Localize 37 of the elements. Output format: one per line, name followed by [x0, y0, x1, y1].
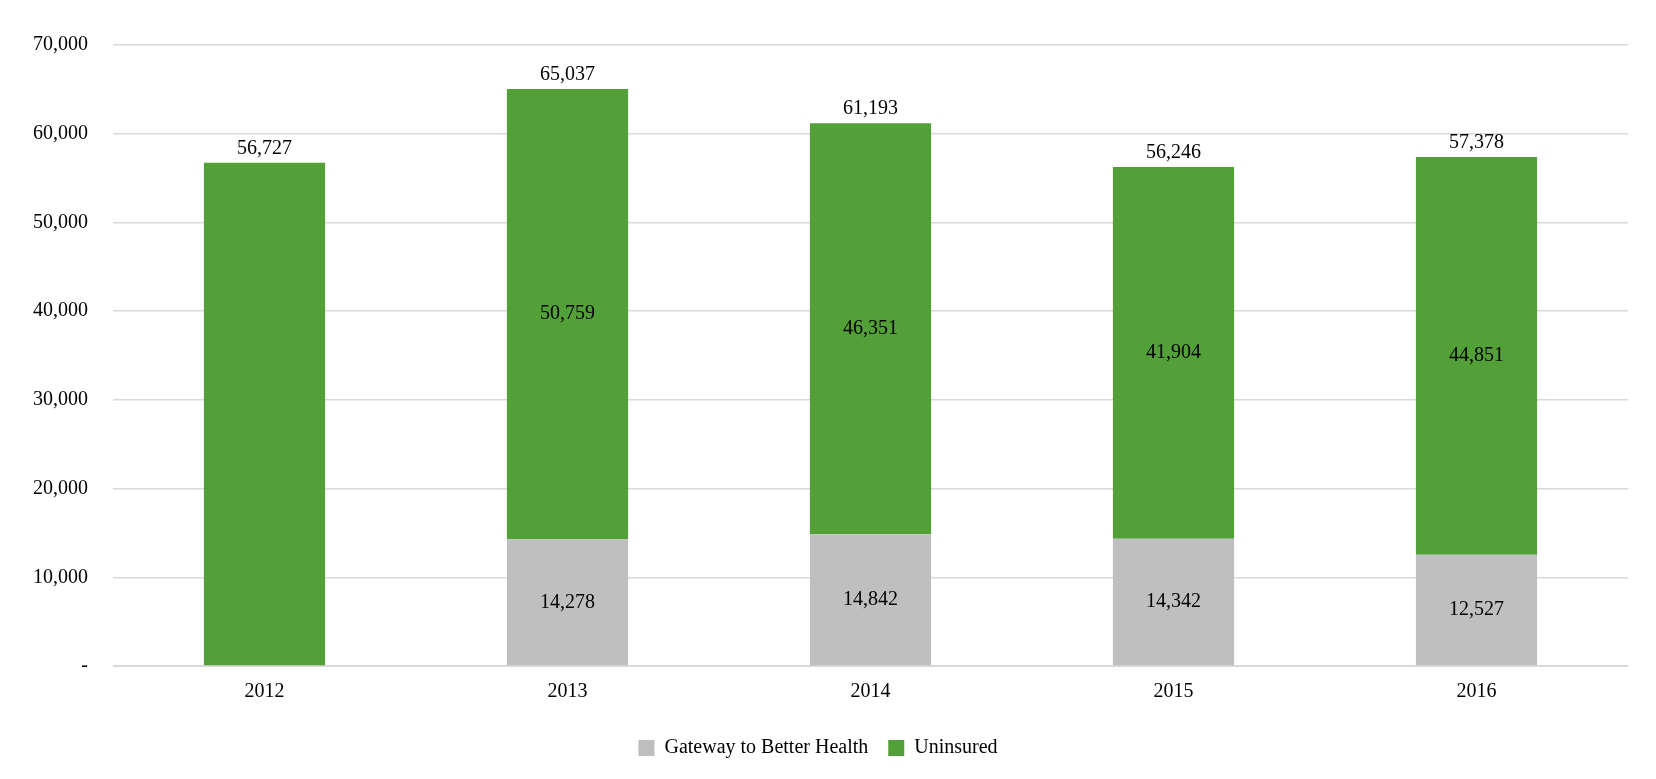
y-tick-label: 70,000 — [33, 32, 88, 55]
legend-label: Uninsured — [914, 735, 998, 758]
bar — [1112, 167, 1235, 539]
data-label: 46,351 — [843, 315, 898, 338]
data-label: 14,278 — [540, 589, 595, 612]
data-label: 44,851 — [1449, 343, 1504, 366]
y-tick-label: 40,000 — [33, 298, 88, 321]
total-label: 61,193 — [843, 96, 898, 119]
data-label: 50,759 — [540, 301, 595, 324]
bar — [203, 162, 326, 666]
data-label: 14,342 — [1146, 589, 1201, 612]
x-tick-label: 2012 — [244, 679, 285, 702]
bar — [506, 539, 629, 666]
bar — [506, 89, 629, 540]
y-tick-label: 20,000 — [33, 475, 88, 498]
x-tick-label: 2014 — [850, 679, 891, 702]
bar — [809, 123, 932, 535]
x-tick-label: 2015 — [1153, 679, 1194, 702]
bar — [809, 534, 932, 666]
total-label: 57,378 — [1449, 130, 1504, 153]
y-tick-label: 30,000 — [33, 387, 88, 410]
x-tick-label: 2016 — [1456, 679, 1497, 702]
total-label: 56,246 — [1146, 140, 1201, 163]
y-tick-label: 10,000 — [33, 564, 88, 587]
data-label: 14,842 — [843, 587, 898, 610]
data-label: 12,527 — [1449, 597, 1504, 620]
bar — [1415, 554, 1538, 666]
bar — [1415, 156, 1538, 555]
bar — [1112, 538, 1235, 666]
total-label: 65,037 — [540, 62, 595, 85]
total-label: 56,727 — [237, 136, 292, 158]
y-tick-label: - — [81, 653, 88, 676]
x-tick-label: 2013 — [547, 679, 588, 702]
data-label: 41,904 — [1146, 340, 1201, 363]
y-tick-label: 50,000 — [33, 209, 88, 232]
y-tick-label: 60,000 — [33, 120, 88, 143]
legend-label: Gateway to Better Health — [664, 735, 869, 759]
